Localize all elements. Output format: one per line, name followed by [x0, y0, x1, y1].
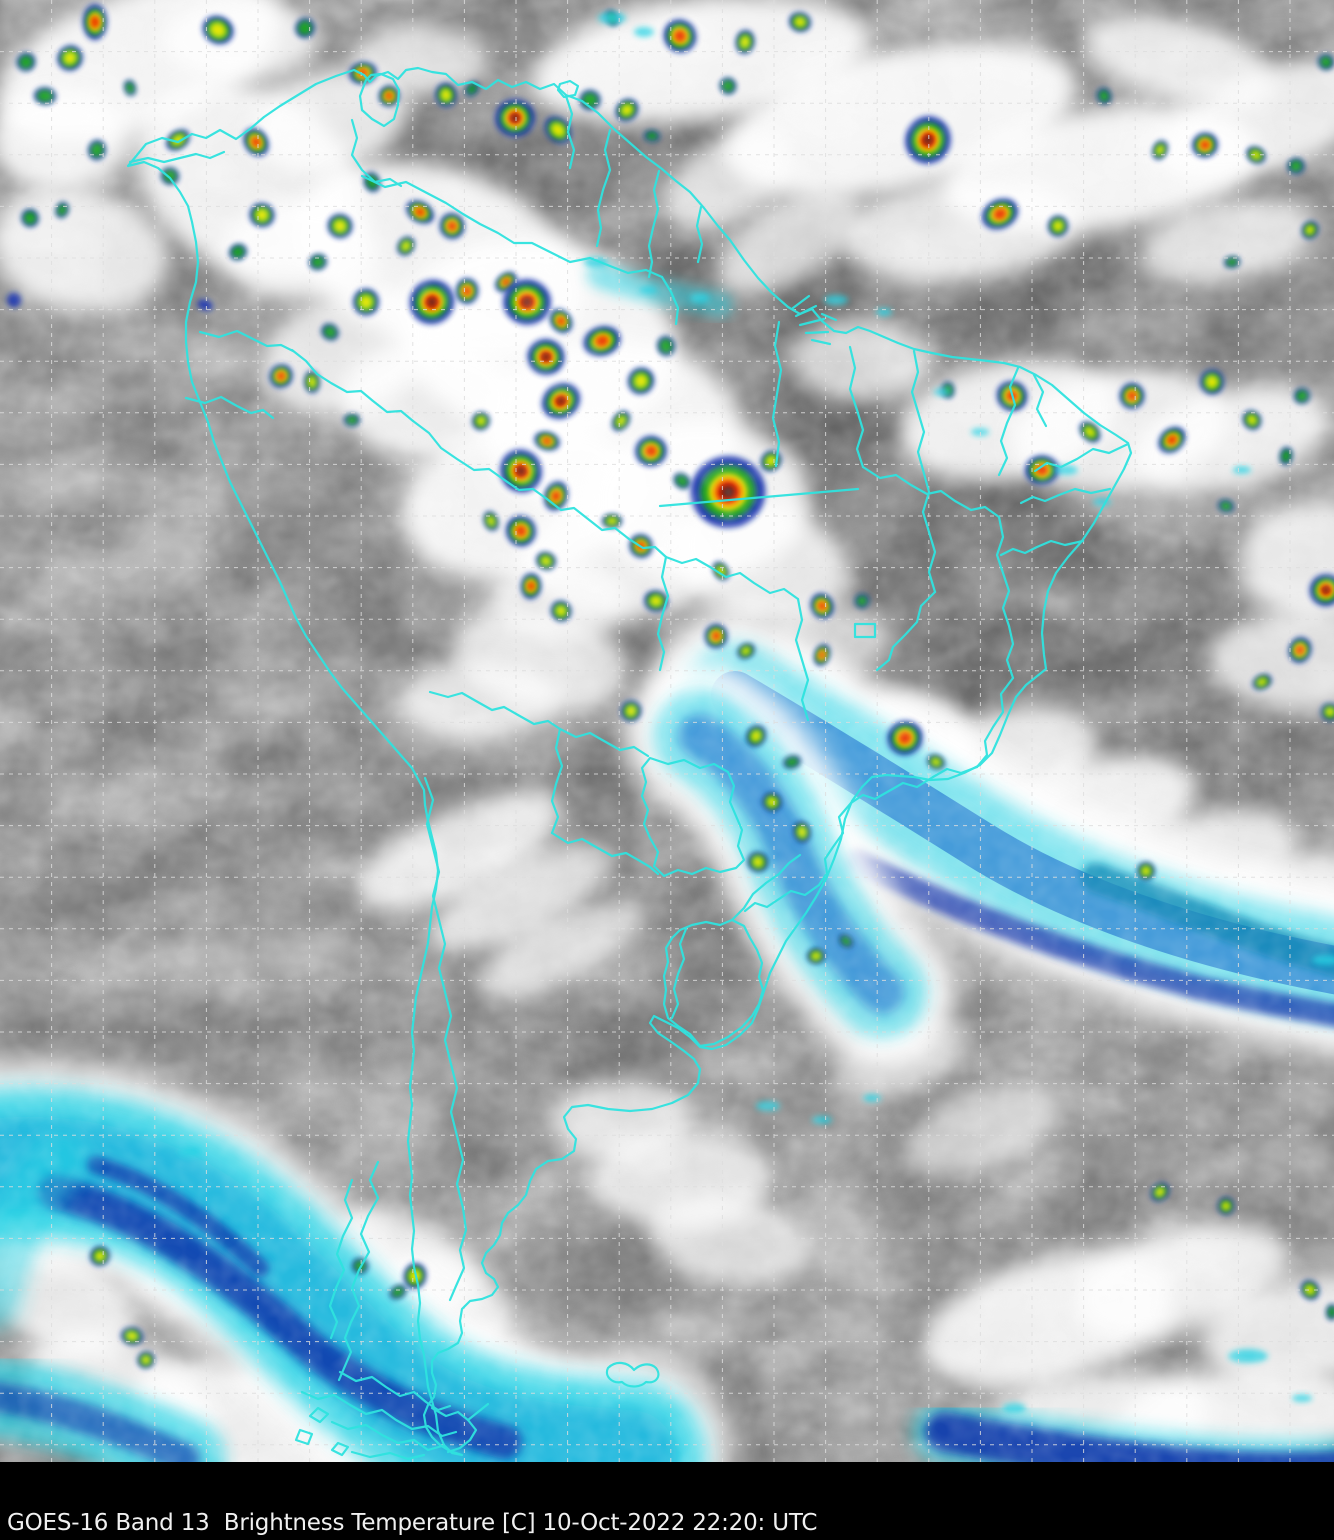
caption-bar: GOES-16 Band 13 Brightness Temperature […	[0, 1462, 1334, 1540]
satellite-image	[0, 0, 1334, 1462]
borders-layer	[126, 66, 1133, 1461]
satellite-map	[0, 0, 1334, 1462]
caption-text: GOES-16 Band 13 Brightness Temperature […	[7, 1510, 818, 1536]
graticule	[0, 0, 1334, 1462]
